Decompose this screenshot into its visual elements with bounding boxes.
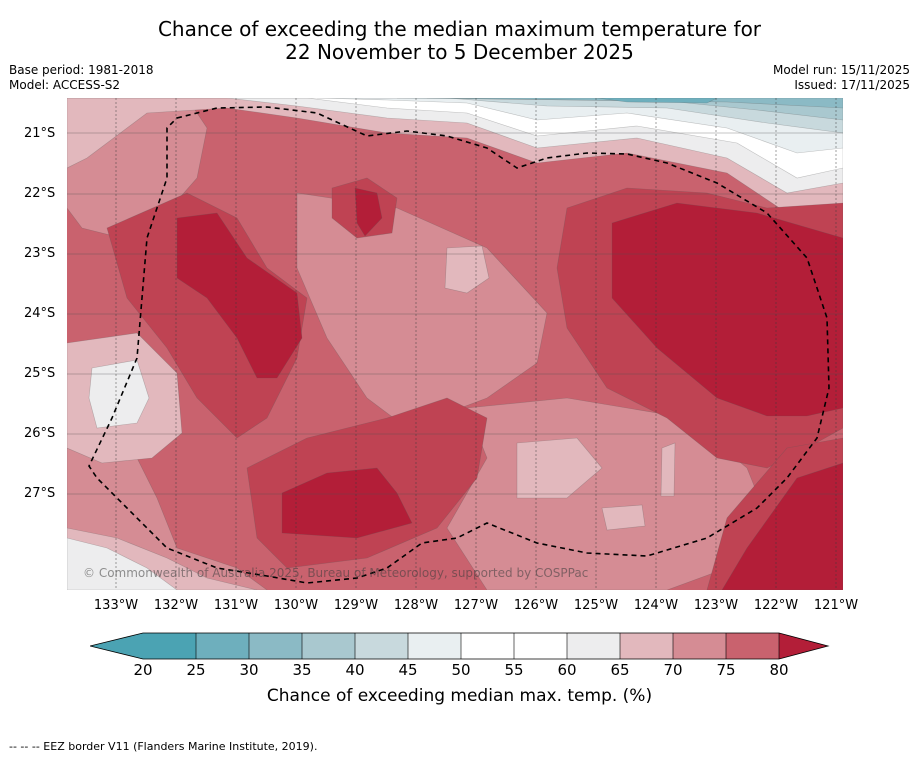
region-20-25-north — [596, 98, 718, 104]
region-65-70-center — [296, 192, 548, 429]
lon-label-122: 122°W — [753, 598, 799, 613]
title-line-1: Chance of exceeding the median maximum t… — [157, 17, 762, 41]
base-period: Base period: 1981-2018 — [9, 63, 154, 77]
colorbar-bin-55-60 — [514, 633, 567, 659]
colorbar-tick-30: 30 — [239, 661, 259, 679]
lat-label-25: 25°S — [24, 366, 56, 381]
colorbar-bin-50-55 — [461, 633, 514, 659]
eez-border — [88, 106, 830, 584]
lat-label-26: 26°S — [24, 426, 56, 441]
meta-right: Model run: 15/11/2025 Issued: 17/11/2025 — [773, 63, 910, 93]
colorbar-dividers — [195, 633, 780, 659]
issued-date: Issued: 17/11/2025 — [794, 78, 910, 92]
region-above-80-east — [611, 202, 843, 417]
colorbar-bin-40-45 — [355, 633, 408, 659]
region-60-65-south-small — [601, 504, 646, 531]
colorbar-tick-50: 50 — [451, 661, 471, 679]
colorbar-bin-75-80 — [726, 633, 779, 659]
lon-label-130: 130°W — [273, 598, 319, 613]
colorbar-outline — [90, 632, 830, 660]
lon-label-128: 128°W — [393, 598, 439, 613]
region-35-40-north — [357, 98, 843, 134]
colorbar — [90, 632, 830, 660]
title-line-2: 22 November to 5 December 2025 — [285, 40, 634, 64]
region-55-60-southwest — [67, 537, 178, 590]
colorbar-arrow-low — [90, 633, 143, 659]
lat-label-23: 23°S — [24, 246, 56, 261]
colorbar-label: Chance of exceeding median max. temp. (%… — [266, 686, 653, 706]
colorbar-tick-75: 75 — [716, 661, 736, 679]
copyright-watermark: © Commonwealth of Australia 2025, Bureau… — [83, 566, 589, 580]
map-title: Chance of exceeding the median maximum t… — [0, 18, 919, 64]
lon-label-129: 129°W — [333, 598, 379, 613]
colorbar-bin-20-25 — [143, 633, 196, 659]
lon-label-124: 124°W — [633, 598, 679, 613]
region-60-65-east-small — [660, 442, 676, 497]
colorbar-tick-35: 35 — [292, 661, 312, 679]
colorbar-tick-65: 65 — [610, 661, 630, 679]
colorbar-bin-65-70 — [620, 633, 673, 659]
lon-label-121: 121°W — [813, 598, 859, 613]
region-above-80-southeast — [721, 462, 843, 590]
map-svg — [67, 98, 843, 590]
meta-left: Base period: 1981-2018 Model: ACCESS-S2 — [9, 63, 154, 93]
colorbar-tick-55: 55 — [504, 661, 524, 679]
lat-label-22: 22°S — [24, 186, 56, 201]
lon-label-127: 127°W — [453, 598, 499, 613]
colorbar-tick-40: 40 — [345, 661, 365, 679]
colorbar-bin-60-65 — [567, 633, 620, 659]
region-60-65-south-center — [516, 437, 603, 499]
colorbar-tick-20: 20 — [133, 661, 153, 679]
colorbar-tick-60: 60 — [557, 661, 577, 679]
lon-label-123: 123°W — [693, 598, 739, 613]
region-above-80-west — [176, 212, 303, 379]
eez-legend-note: -- -- -- EEZ border V11 (Flanders Marine… — [9, 740, 318, 753]
colorbar-bin-70-75 — [673, 633, 726, 659]
map-grid — [67, 132, 843, 495]
lon-label-126: 126°W — [513, 598, 559, 613]
lat-label-21: 21°S — [24, 126, 56, 141]
region-above-80-south — [281, 467, 413, 539]
colorbar-bin-35-40 — [302, 633, 355, 659]
colorbar-tick-45: 45 — [398, 661, 418, 679]
lon-label-132: 132°W — [153, 598, 199, 613]
colorbar-tick-25: 25 — [186, 661, 206, 679]
colorbar-tick-70: 70 — [663, 661, 683, 679]
lon-label-131: 131°W — [213, 598, 259, 613]
model-run: Model run: 15/11/2025 — [772, 63, 910, 77]
colorbar-tick-80: 80 — [769, 661, 789, 679]
region-above-80-center-north — [354, 187, 383, 237]
colorbar-bin-30-35 — [249, 633, 302, 659]
colorbar-arrow-high — [779, 633, 828, 659]
colorbar-bin-45-50 — [408, 633, 461, 659]
lat-label-24: 24°S — [24, 306, 56, 321]
colorbar-bin-25-30 — [196, 633, 249, 659]
lon-label-133: 133°W — [93, 598, 139, 613]
lat-label-27: 27°S — [24, 486, 56, 501]
probability-map — [67, 98, 843, 590]
model-name: Model: ACCESS-S2 — [9, 78, 121, 92]
lon-label-125: 125°W — [573, 598, 619, 613]
